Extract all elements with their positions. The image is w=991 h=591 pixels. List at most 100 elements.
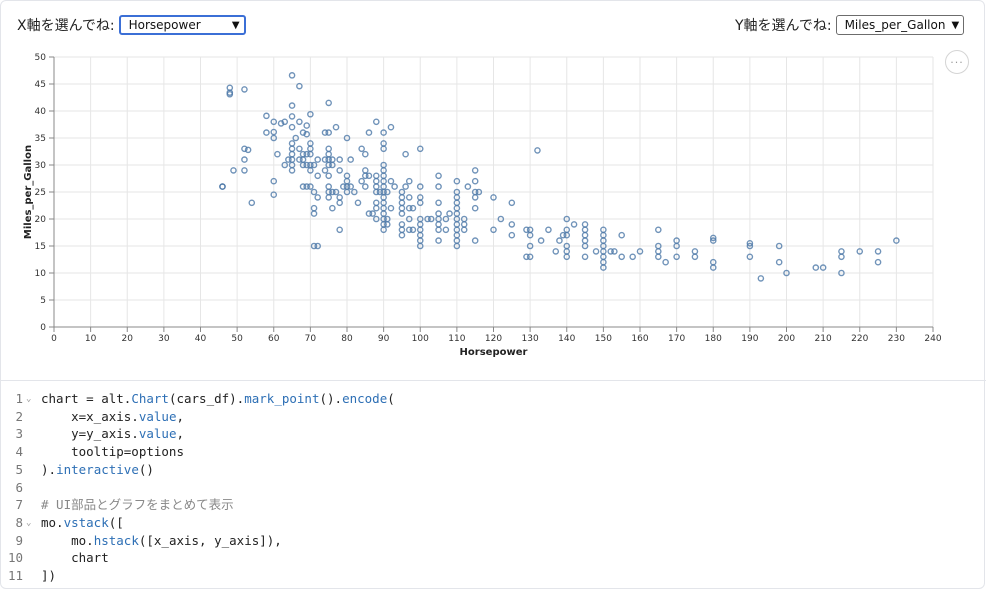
data-point: [296, 82, 303, 90]
code-text: mo.vstack([: [41, 514, 124, 530]
code-text: tooltip=options: [41, 444, 184, 460]
data-point: [435, 221, 442, 228]
data-point: [270, 177, 278, 185]
data-point: [746, 242, 754, 250]
data-point: [303, 130, 311, 138]
x-tick-label: 80: [341, 334, 353, 344]
data-point: [296, 156, 303, 163]
data-point: [655, 242, 662, 250]
data-point: [424, 215, 431, 223]
data-point: [299, 156, 307, 163]
data-point: [629, 253, 636, 261]
code-line[interactable]: 6: [1, 479, 986, 497]
x-tick-label: 140: [558, 334, 575, 344]
data-point: [508, 199, 516, 207]
data-point: [336, 156, 343, 163]
data-point: [372, 118, 380, 126]
data-point: [398, 199, 406, 207]
x-tick-label: 50: [231, 334, 243, 344]
data-point: [241, 86, 248, 93]
data-point: [325, 172, 332, 180]
data-point: [460, 226, 468, 234]
fold-chevron-icon[interactable]: ⌄: [26, 394, 32, 404]
data-point: [545, 226, 552, 234]
data-point: [405, 226, 413, 234]
code-line[interactable]: 8 ⌄ mo.vstack([: [1, 514, 986, 532]
code-line[interactable]: 1 ⌄ chart = alt.Chart(cars_df).mark_point(…: [1, 390, 986, 408]
data-point: [296, 145, 303, 153]
x-tick-label: 30: [158, 334, 170, 344]
code-line[interactable]: 10 chart: [1, 549, 986, 567]
line-number: 11: [7, 568, 23, 583]
data-point: [347, 156, 354, 163]
data-point: [534, 147, 541, 154]
y-axis-dropdown[interactable]: Miles_per_Gallon ▼: [835, 15, 964, 35]
code-line[interactable]: 9 mo.hstack([x_axis, y_axis]),: [1, 532, 986, 550]
data-point: [655, 248, 662, 255]
y-tick-label: 50: [35, 53, 47, 63]
data-point: [435, 199, 442, 207]
data-point: [314, 156, 322, 163]
data-point: [416, 183, 424, 190]
data-point: [299, 150, 307, 158]
data-point: [303, 150, 311, 158]
data-point: [775, 258, 783, 266]
data-point: [307, 183, 314, 190]
data-point: [329, 204, 336, 212]
data-point: [838, 269, 845, 277]
data-point: [709, 258, 717, 266]
data-point: [709, 237, 717, 244]
data-point: [288, 72, 296, 79]
y-tick-label: 40: [35, 107, 47, 117]
data-point: [365, 129, 373, 136]
scatter-chart[interactable]: 0 10 20 30 40 50 60 70 80 90 100 110 120 130 140 150 160…: [1, 45, 961, 365]
data-point: [475, 188, 483, 196]
code-text: ]): [41, 568, 57, 583]
y-tick-label: 15: [35, 242, 46, 252]
x-tick-label: 20: [122, 334, 134, 344]
data-point: [219, 183, 226, 190]
data-point: [336, 226, 343, 234]
y-axis-label: Y軸を選んでね:: [735, 18, 832, 34]
data-point: [446, 210, 453, 217]
data-point: [226, 89, 234, 96]
data-point: [391, 183, 398, 190]
data-point: [303, 161, 311, 169]
ellipsis-icon[interactable]: ···: [945, 50, 969, 74]
data-point: [332, 188, 340, 196]
x-tick-label: 210: [815, 334, 832, 344]
code-editor[interactable]: 1 ⌄ chart = alt.Chart(cars_df).mark_point(…: [1, 380, 986, 591]
data-point: [277, 120, 285, 127]
data-point: [351, 188, 358, 196]
data-point: [321, 129, 329, 136]
data-point: [471, 167, 479, 174]
data-point: [563, 242, 571, 250]
data-point: [775, 242, 783, 250]
data-point: [673, 253, 680, 261]
x-axis-dropdown[interactable]: Horsepower ▼: [118, 15, 246, 35]
data-point: [263, 112, 270, 120]
data-point: [442, 215, 450, 223]
code-line[interactable]: 7 # UI部品とグラフをまとめて表示: [1, 496, 986, 514]
data-point: [380, 161, 387, 169]
data-point: [358, 177, 365, 185]
data-point: [299, 129, 307, 136]
code-line[interactable]: 5).interactive(): [1, 461, 986, 479]
line-number: 1: [15, 391, 23, 406]
data-point: [310, 188, 318, 196]
code-line[interactable]: 2 x=x_axis.value,: [1, 408, 986, 426]
data-point: [299, 183, 307, 190]
fold-chevron-icon[interactable]: ⌄: [26, 517, 32, 528]
data-point: [314, 172, 322, 180]
code-text: chart: [41, 550, 109, 566]
data-point: [709, 234, 717, 242]
data-point: [427, 215, 435, 223]
data-point: [611, 248, 618, 255]
code-line[interactable]: 3 y=y_axis.value,: [1, 425, 986, 443]
data-point: [241, 156, 248, 163]
x-tick-label: 90: [378, 334, 390, 344]
code-line[interactable]: 11]): [1, 567, 986, 585]
code-line[interactable]: 4 tooltip=options: [1, 443, 986, 461]
code-text: ).interactive(): [41, 461, 154, 477]
data-point: [329, 188, 336, 196]
